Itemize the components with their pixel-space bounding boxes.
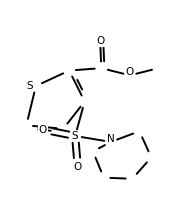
Text: O: O <box>39 125 47 135</box>
Text: N: N <box>107 134 115 144</box>
Text: O: O <box>73 163 82 172</box>
Text: O: O <box>126 67 134 77</box>
Text: S: S <box>27 81 33 91</box>
Text: S: S <box>72 131 78 141</box>
Text: O: O <box>96 36 104 46</box>
